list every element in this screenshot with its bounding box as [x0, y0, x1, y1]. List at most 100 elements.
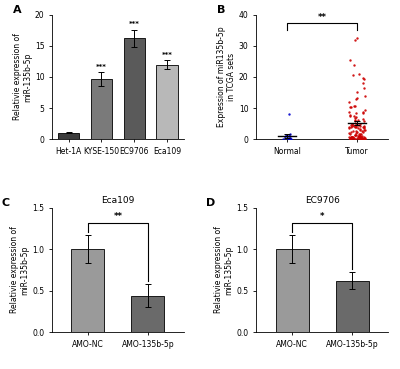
Point	[361, 136, 368, 142]
Point	[352, 136, 358, 142]
Point	[353, 97, 359, 103]
Point	[350, 128, 356, 134]
Point	[359, 135, 365, 141]
Point	[361, 135, 367, 141]
Point	[346, 135, 353, 141]
Point	[286, 135, 292, 141]
Bar	[72, 249, 104, 332]
Point	[359, 130, 366, 135]
Point	[285, 135, 291, 141]
Point	[356, 134, 362, 139]
Bar	[58, 133, 79, 139]
Point	[354, 89, 360, 94]
Point	[353, 132, 359, 138]
Point	[347, 131, 354, 137]
Text: C: C	[2, 198, 10, 208]
Text: B: B	[217, 5, 225, 15]
Point	[356, 123, 363, 129]
Point	[352, 118, 359, 124]
Point	[361, 134, 367, 140]
Point	[359, 80, 366, 86]
Text: ***: ***	[162, 52, 172, 58]
Point	[349, 134, 355, 140]
Point	[349, 135, 356, 141]
Point	[347, 136, 353, 142]
Point	[348, 125, 354, 131]
Point	[348, 134, 354, 139]
Point	[355, 122, 361, 128]
Point	[360, 110, 366, 116]
Point	[361, 123, 367, 129]
Point	[354, 35, 360, 41]
Point	[351, 124, 358, 130]
Point	[360, 76, 366, 82]
Point	[352, 132, 358, 138]
Text: **: **	[318, 13, 327, 22]
Point	[348, 135, 354, 141]
Point	[357, 133, 363, 139]
Point	[362, 127, 368, 133]
Point	[360, 136, 367, 142]
Point	[361, 93, 368, 99]
Point	[355, 133, 361, 139]
Point	[286, 136, 293, 142]
Point	[353, 128, 359, 134]
Point	[348, 123, 355, 128]
Point	[352, 124, 359, 130]
Point	[353, 121, 360, 127]
Point	[351, 103, 358, 109]
Point	[350, 122, 356, 128]
Point	[347, 136, 353, 142]
Point	[356, 135, 363, 141]
Point	[360, 124, 366, 130]
Point	[355, 125, 361, 131]
Y-axis label: Expression of miR135b-5p
in TCGA sets: Expression of miR135b-5p in TCGA sets	[217, 27, 236, 127]
Point	[357, 135, 363, 141]
Point	[349, 135, 356, 141]
Bar	[156, 65, 178, 139]
Text: **: **	[113, 212, 122, 221]
Point	[349, 135, 355, 141]
Point	[350, 135, 357, 141]
Point	[357, 131, 363, 137]
Point	[352, 123, 359, 129]
Point	[348, 135, 354, 141]
Point	[358, 131, 365, 137]
Point	[287, 135, 294, 141]
Point	[280, 136, 286, 142]
Point	[346, 134, 352, 139]
Point	[348, 121, 355, 127]
Point	[351, 113, 357, 119]
Point	[360, 76, 367, 82]
Point	[354, 129, 360, 135]
Point	[356, 126, 363, 132]
Point	[356, 133, 363, 139]
Point	[346, 109, 352, 115]
Point	[360, 124, 367, 130]
Point	[348, 134, 354, 140]
Point	[352, 37, 358, 42]
Text: *: *	[320, 212, 324, 221]
Title: Eca109: Eca109	[101, 196, 134, 206]
Point	[360, 115, 366, 121]
Point	[346, 124, 352, 130]
Point	[286, 136, 292, 142]
Point	[352, 132, 358, 138]
Point	[347, 57, 353, 63]
Text: D: D	[206, 198, 216, 208]
Point	[361, 118, 368, 124]
Point	[361, 125, 367, 131]
Point	[352, 115, 358, 121]
Point	[346, 99, 352, 105]
Point	[355, 135, 361, 141]
Bar	[91, 79, 112, 139]
Bar	[276, 249, 309, 332]
Point	[286, 111, 292, 117]
Text: A: A	[12, 5, 21, 15]
Point	[359, 135, 366, 141]
Point	[346, 130, 352, 136]
Point	[283, 132, 290, 138]
Point	[350, 62, 357, 68]
Point	[286, 131, 293, 137]
Point	[347, 112, 353, 118]
